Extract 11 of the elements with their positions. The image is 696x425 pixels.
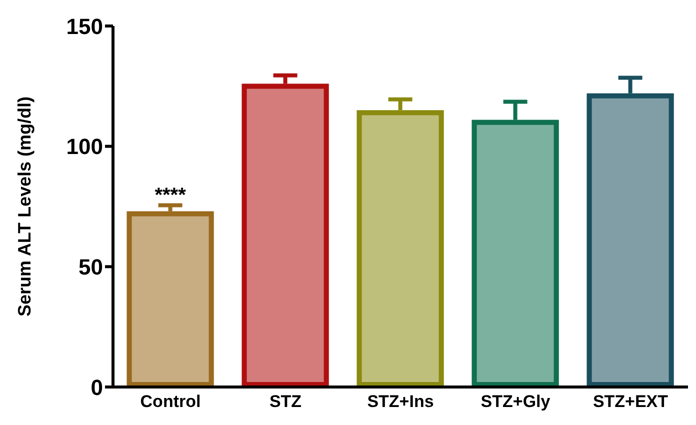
y-tick-label: 50: [78, 254, 103, 280]
y-tick-label: 0: [90, 374, 103, 400]
y-tick-label: 100: [66, 134, 103, 160]
x-tick-label: Control: [140, 392, 201, 412]
y-tick-label: 150: [66, 14, 103, 39]
x-tick-label: STZ+Gly: [480, 392, 551, 412]
x-tick-label: STZ+Ins: [367, 392, 434, 412]
annotation: ****: [154, 184, 186, 206]
x-tick-label: STZ: [269, 392, 302, 412]
x-tick-label: STZ+EXT: [592, 392, 669, 412]
y-axis-title: Serum ALT Levels (mg/dl): [14, 96, 34, 316]
